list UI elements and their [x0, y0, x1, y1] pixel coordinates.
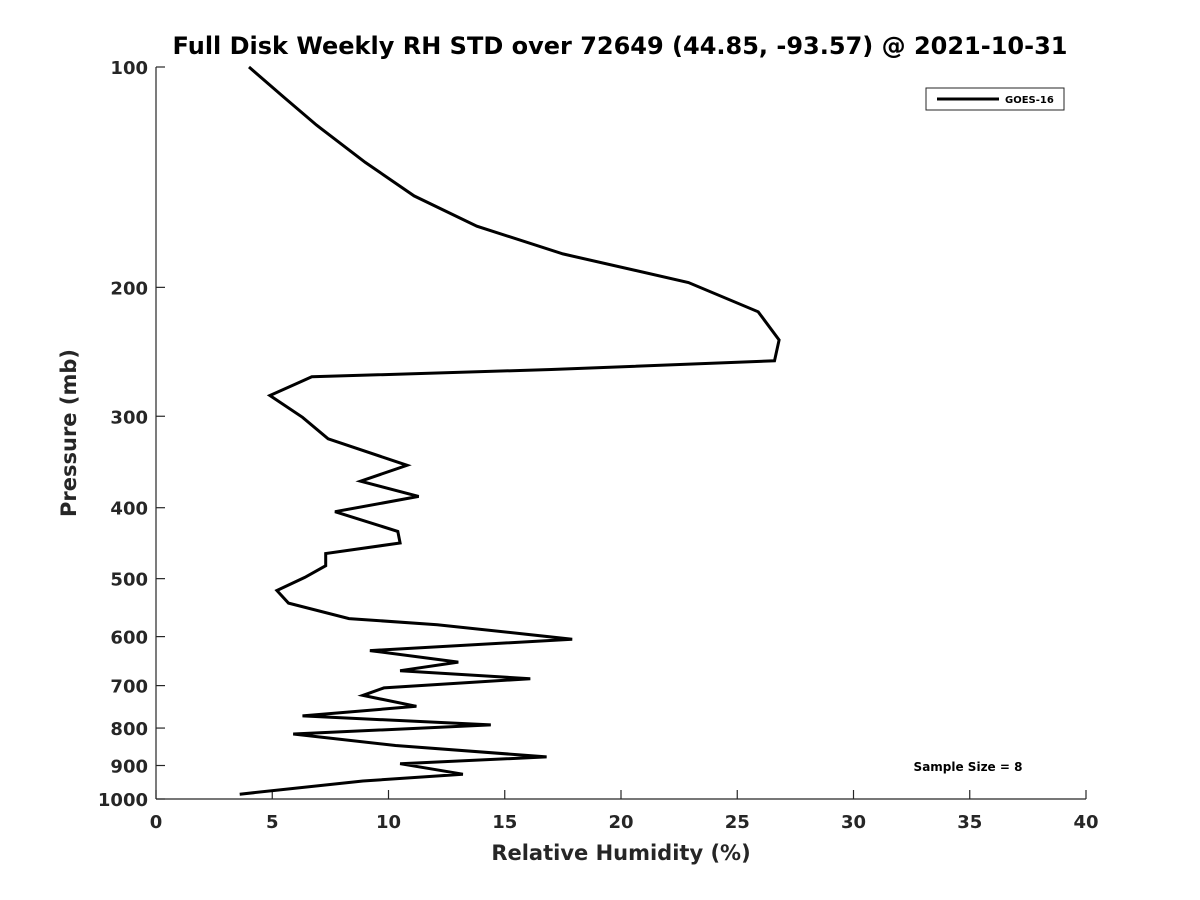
y-tick-label-400: 400	[110, 499, 148, 520]
y-tick-label-900: 900	[110, 757, 148, 778]
x-tick-label-20: 20	[608, 812, 633, 833]
series-group	[239, 65, 781, 796]
x-tick-label-5: 5	[266, 812, 279, 833]
x-tick-label-30: 30	[841, 812, 866, 833]
y-ticks: 100 200 300 400 500 600 700 800 900 1000	[98, 58, 165, 811]
y-tick-label-800: 800	[110, 719, 148, 740]
y-tick-label-500: 500	[110, 570, 148, 591]
legend-label-goes-16: GOES-16	[1005, 95, 1054, 106]
y-tick-label-600: 600	[110, 628, 148, 649]
y-tick-label-700: 700	[110, 677, 148, 698]
x-tick-label-35: 35	[957, 812, 982, 833]
y-tick-label-300: 300	[110, 407, 148, 428]
x-tick-label-15: 15	[492, 812, 517, 833]
x-ticks: 0 5 10 15 20 25 30 35 40	[150, 790, 1099, 833]
x-tick-label-10: 10	[376, 812, 401, 833]
y-tick-label-200: 200	[110, 278, 148, 299]
y-axis-label: Pressure (mb)	[57, 349, 81, 517]
series-line-goes-16	[239, 65, 781, 796]
x-tick-label-25: 25	[725, 812, 750, 833]
sample-size-annotation: Sample Size = 8	[914, 760, 1023, 774]
legend: GOES-16	[925, 87, 1065, 111]
x-tick-label-0: 0	[150, 812, 163, 833]
x-axis-label: Relative Humidity (%)	[491, 841, 750, 865]
x-tick-label-40: 40	[1073, 812, 1098, 833]
y-tick-label-1000: 1000	[98, 790, 148, 811]
y-tick-label-100: 100	[110, 58, 148, 79]
chart-title: Full Disk Weekly RH STD over 72649 (44.8…	[173, 32, 1068, 60]
